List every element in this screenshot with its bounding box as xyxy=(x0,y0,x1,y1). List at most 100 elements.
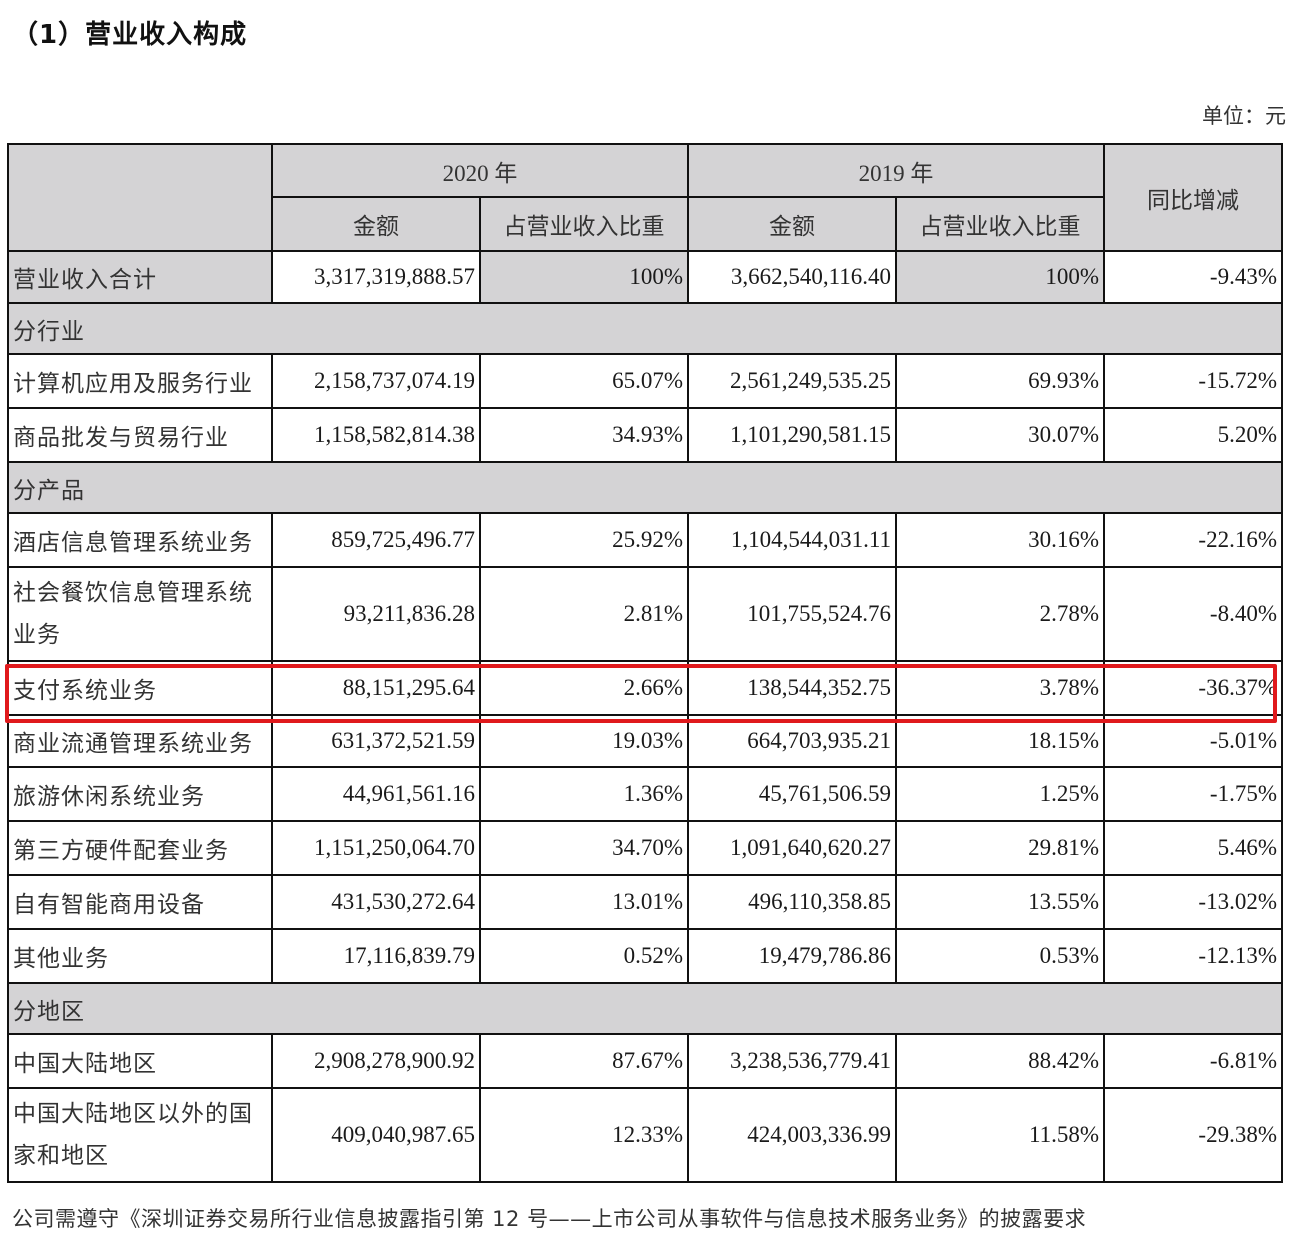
header-year-2019: 2019 年 xyxy=(687,143,1105,198)
amount-2019: 138,544,352.75 xyxy=(687,660,897,716)
amount-2020: 93,211,836.28 xyxy=(271,566,481,662)
share-2020: 2.81% xyxy=(479,566,689,662)
amount-2019: 19,479,786.86 xyxy=(687,928,897,984)
section-header-region: 分地区 xyxy=(7,982,1283,1035)
row-label: 第三方硬件配套业务 xyxy=(7,820,273,876)
amount-2020: 17,116,839.79 xyxy=(271,928,481,984)
table-row-total: 营业收入合计 3,317,319,888.57 100% 3,662,540,1… xyxy=(7,250,1283,304)
share-2019: 18.15% xyxy=(895,714,1105,768)
amount-2019: 1,101,290,581.15 xyxy=(687,407,897,463)
header-blank-cell xyxy=(7,143,273,252)
amount-2019: 3,238,536,779.41 xyxy=(687,1033,897,1089)
amount-2020: 88,151,295.64 xyxy=(271,660,481,716)
row-label: 社会餐饮信息管理系统业务 xyxy=(7,566,273,662)
unit-label: 单位：元 xyxy=(1202,104,1286,128)
amount-2019: 664,703,935.21 xyxy=(687,714,897,768)
share-2019: 2.78% xyxy=(895,566,1105,662)
share-2020: 13.01% xyxy=(479,874,689,930)
share-2019: 1.25% xyxy=(895,766,1105,822)
table-row: 中国大陆地区 2,908,278,900.92 87.67% 3,238,536… xyxy=(7,1033,1283,1089)
header-share-2019: 占营业收入比重 xyxy=(895,196,1105,252)
share-2019: 29.81% xyxy=(895,820,1105,876)
amount-2019: 1,104,544,031.11 xyxy=(687,512,897,568)
row-label: 中国大陆地区以外的国家和地区 xyxy=(7,1087,273,1183)
header-share-2020: 占营业收入比重 xyxy=(479,196,689,252)
amount-2020: 3,317,319,888.57 xyxy=(271,250,481,304)
row-label: 旅游休闲系统业务 xyxy=(7,766,273,822)
section-title: 分产品 xyxy=(7,461,1283,514)
amount-2019: 1,091,640,620.27 xyxy=(687,820,897,876)
table-row: 酒店信息管理系统业务 859,725,496.77 25.92% 1,104,5… xyxy=(7,512,1283,568)
yoy: -8.40% xyxy=(1103,566,1283,662)
table-row: 旅游休闲系统业务 44,961,561.16 1.36% 45,761,506.… xyxy=(7,766,1283,822)
header-amount-2020: 金额 xyxy=(271,196,481,252)
yoy: -15.72% xyxy=(1103,353,1283,409)
row-label: 支付系统业务 xyxy=(7,660,273,716)
yoy: -9.43% xyxy=(1103,250,1283,304)
share-2020: 19.03% xyxy=(479,714,689,768)
row-label: 计算机应用及服务行业 xyxy=(7,353,273,409)
share-2019: 0.53% xyxy=(895,928,1105,984)
share-2020: 65.07% xyxy=(479,353,689,409)
amount-2019: 3,662,540,116.40 xyxy=(687,250,897,304)
yoy: -6.81% xyxy=(1103,1033,1283,1089)
share-2020: 25.92% xyxy=(479,512,689,568)
share-2019: 30.07% xyxy=(895,407,1105,463)
section-title: 分行业 xyxy=(7,302,1283,355)
row-label: 营业收入合计 xyxy=(7,250,273,304)
yoy: 5.20% xyxy=(1103,407,1283,463)
share-2020: 0.52% xyxy=(479,928,689,984)
row-label: 商业流通管理系统业务 xyxy=(7,714,273,768)
row-label: 中国大陆地区 xyxy=(7,1033,273,1089)
amount-2020: 409,040,987.65 xyxy=(271,1087,481,1183)
share-2020: 12.33% xyxy=(479,1087,689,1183)
share-2019: 88.42% xyxy=(895,1033,1105,1089)
amount-2020: 1,158,582,814.38 xyxy=(271,407,481,463)
table-row: 其他业务 17,116,839.79 0.52% 19,479,786.86 0… xyxy=(7,928,1283,984)
amount-2020: 631,372,521.59 xyxy=(271,714,481,768)
table-row: 商品批发与贸易行业 1,158,582,814.38 34.93% 1,101,… xyxy=(7,407,1283,463)
share-2020: 100% xyxy=(479,250,689,304)
yoy: 5.46% xyxy=(1103,820,1283,876)
row-label: 自有智能商用设备 xyxy=(7,874,273,930)
section-header-industry: 分行业 xyxy=(7,302,1283,355)
yoy: -29.38% xyxy=(1103,1087,1283,1183)
amount-2019: 101,755,524.76 xyxy=(687,566,897,662)
row-label: 商品批发与贸易行业 xyxy=(7,407,273,463)
amount-2019: 424,003,336.99 xyxy=(687,1087,897,1183)
share-2020: 34.70% xyxy=(479,820,689,876)
yoy: -36.37% xyxy=(1103,660,1283,716)
header-yoy: 同比增减 xyxy=(1103,143,1283,252)
share-2020: 87.67% xyxy=(479,1033,689,1089)
row-label: 酒店信息管理系统业务 xyxy=(7,512,273,568)
amount-2020: 2,158,737,074.19 xyxy=(271,353,481,409)
table-row: 自有智能商用设备 431,530,272.64 13.01% 496,110,3… xyxy=(7,874,1283,930)
share-2019: 11.58% xyxy=(895,1087,1105,1183)
section-heading: （1）营业收入构成 xyxy=(12,20,248,50)
yoy: -1.75% xyxy=(1103,766,1283,822)
share-2020: 1.36% xyxy=(479,766,689,822)
table-row: 商业流通管理系统业务 631,372,521.59 19.03% 664,703… xyxy=(7,714,1283,768)
amount-2020: 1,151,250,064.70 xyxy=(271,820,481,876)
share-2019: 69.93% xyxy=(895,353,1105,409)
share-2019: 30.16% xyxy=(895,512,1105,568)
header-amount-2019: 金额 xyxy=(687,196,897,252)
table-row-highlighted: 支付系统业务 88,151,295.64 2.66% 138,544,352.7… xyxy=(7,660,1283,716)
yoy: -22.16% xyxy=(1103,512,1283,568)
yoy: -12.13% xyxy=(1103,928,1283,984)
table-row: 中国大陆地区以外的国家和地区 409,040,987.65 12.33% 424… xyxy=(7,1087,1283,1183)
revenue-composition-table: 2020 年 2019 年 同比增减 金额 占营业收入比重 金额 占营业收入比重… xyxy=(7,143,1283,1183)
header-year-2020: 2020 年 xyxy=(271,143,689,198)
share-2020: 2.66% xyxy=(479,660,689,716)
footnote: 公司需遵守《深圳证券交易所行业信息披露指引第 12 号——上市公司从事软件与信息… xyxy=(12,1207,1087,1231)
share-2019: 100% xyxy=(895,250,1105,304)
section-title: 分地区 xyxy=(7,982,1283,1035)
share-2020: 34.93% xyxy=(479,407,689,463)
share-2019: 13.55% xyxy=(895,874,1105,930)
amount-2020: 2,908,278,900.92 xyxy=(271,1033,481,1089)
yoy: -13.02% xyxy=(1103,874,1283,930)
table-row: 社会餐饮信息管理系统业务 93,211,836.28 2.81% 101,755… xyxy=(7,566,1283,662)
amount-2019: 45,761,506.59 xyxy=(687,766,897,822)
share-2019: 3.78% xyxy=(895,660,1105,716)
amount-2019: 2,561,249,535.25 xyxy=(687,353,897,409)
